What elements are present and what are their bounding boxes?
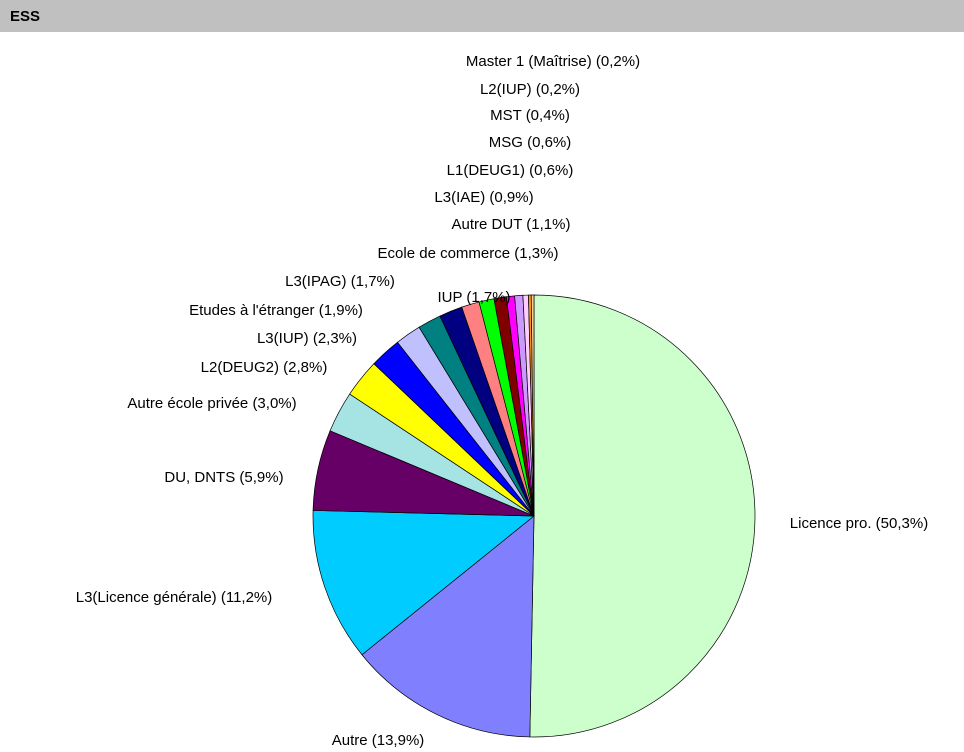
slice-label-name: Autre (332, 732, 368, 749)
header-bar (0, 0, 964, 32)
slice-label-name: L2(IUP) (480, 81, 532, 98)
slice-label-name: Master 1 (Maîtrise) (466, 53, 592, 70)
slice-label-value: (11,2%) (221, 589, 272, 606)
slice-label-value: (1,9%) (319, 302, 363, 319)
slice-label-value: (5,9%) (239, 469, 283, 486)
slice-label-value: (13,9%) (372, 732, 425, 749)
slice-label: L1(DEUG1) (0,6%) (447, 162, 574, 179)
slice-label-name: MST (490, 107, 522, 124)
slice-label: L3(IAE) (0,9%) (434, 189, 533, 206)
slice-label-value: (1,7%) (466, 289, 510, 306)
slice-label: Autre DUT (1,1%) (452, 216, 571, 233)
slice-label-value: (50,3%) (876, 515, 929, 532)
slice-label: L3(IUP) (2,3%) (257, 330, 357, 347)
slice-label-value: (2,8%) (283, 359, 327, 376)
slice-label-value: (1,7%) (351, 273, 395, 290)
slice-label-value: (3,0%) (252, 395, 296, 412)
slice-label-value: (0,2%) (536, 81, 580, 98)
slice-label: MST (0,4%) (490, 107, 570, 124)
slice-label-value: (2,3%) (313, 330, 357, 347)
slice-label-name: L3(Licence générale) (76, 589, 217, 606)
slice-label: Licence pro. (50,3%) (790, 515, 928, 532)
slice-label-name: Autre DUT (452, 216, 523, 233)
slice-label-value: (0,2%) (596, 53, 640, 70)
slice-label-name: L3(IUP) (257, 330, 309, 347)
slice-label: L3(IPAG) (1,7%) (285, 273, 395, 290)
slice-label-name: DU, DNTS (164, 469, 235, 486)
slice-label: L3(Licence générale) (11,2%) (76, 589, 273, 606)
slice-label-name: Ecole de commerce (378, 245, 511, 262)
pie-slice (312, 510, 535, 656)
slice-label: L2(IUP) (0,2%) (480, 81, 580, 98)
slice-label-value: (0,9%) (489, 189, 533, 206)
slice-label-name: Etudes à l'étranger (189, 302, 314, 319)
slice-label: Ecole de commerce (1,3%) (378, 245, 559, 262)
slice-label-value: (0,6%) (527, 134, 571, 151)
slice-label-name: MSG (489, 134, 523, 151)
slice-label-name: Autre école privée (127, 395, 248, 412)
slice-label-value: (0,6%) (529, 162, 573, 179)
slice-label-name: Licence pro. (790, 515, 872, 532)
slice-label: IUP (1,7%) (437, 289, 510, 306)
pie-slice (361, 515, 535, 738)
slice-label-name: IUP (437, 289, 462, 306)
header-title: ESS (10, 8, 40, 25)
slice-label: L2(DEUG2) (2,8%) (201, 359, 328, 376)
slice-label-value: (0,4%) (526, 107, 570, 124)
slice-label-value: (1,1%) (526, 216, 570, 233)
slice-label: Master 1 (Maîtrise) (0,2%) (466, 53, 640, 70)
slice-label: MSG (0,6%) (489, 134, 572, 151)
slice-label-name: L2(DEUG2) (201, 359, 279, 376)
slice-label: Autre école privée (3,0%) (127, 395, 296, 412)
slice-label: Etudes à l'étranger (1,9%) (189, 302, 363, 319)
slice-label-name: L3(IPAG) (285, 273, 346, 290)
slice-label-name: L3(IAE) (434, 189, 485, 206)
pie-slice (530, 294, 535, 517)
pie-slice (529, 294, 756, 738)
slice-label-value: (1,3%) (514, 245, 558, 262)
slice-label: DU, DNTS (5,9%) (164, 469, 283, 486)
slice-label-name: L1(DEUG1) (447, 162, 525, 179)
slice-label: Autre (13,9%) (332, 732, 425, 749)
